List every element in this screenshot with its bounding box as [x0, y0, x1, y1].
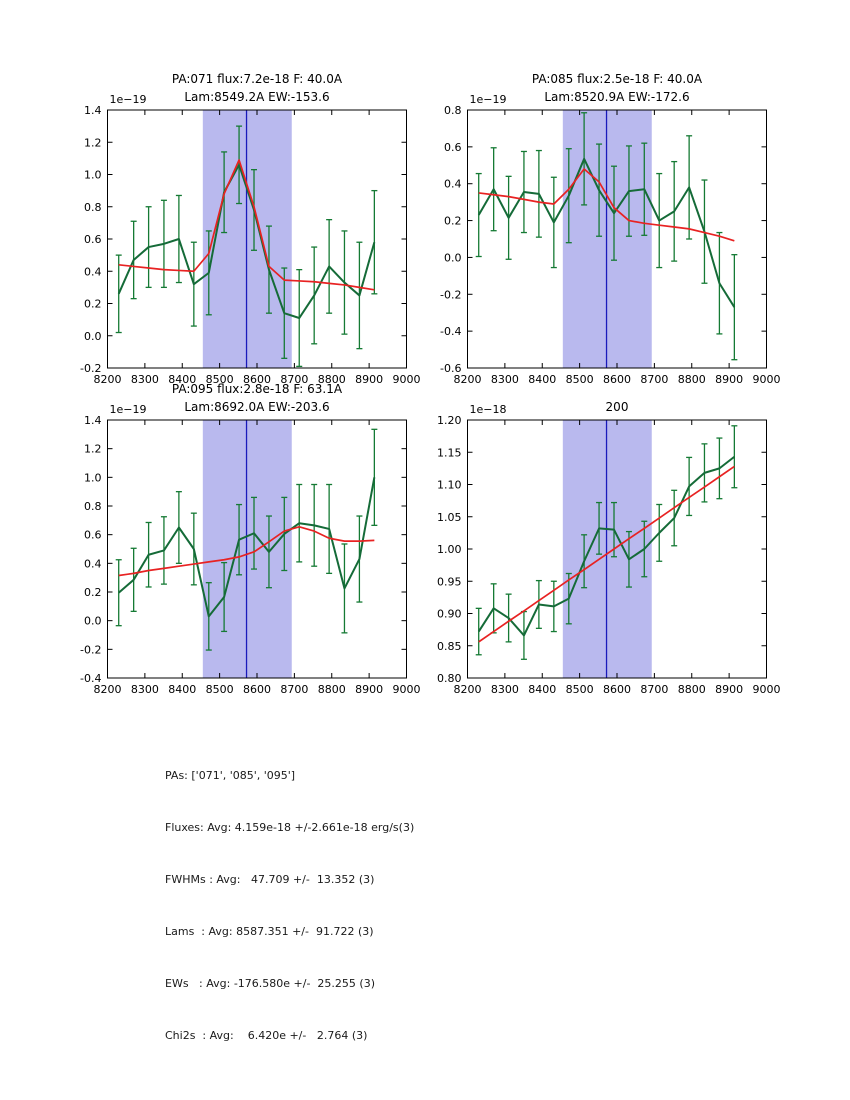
svg-text:1e−18: 1e−18	[470, 403, 507, 416]
svg-text:8400: 8400	[528, 373, 556, 386]
svg-text:1.15: 1.15	[437, 446, 462, 459]
subplot-pa-085-title-line1: PA:085 flux:2.5e-18 F: 40.0A	[531, 72, 703, 86]
summary-ews: EWs : Avg: -176.580e +/- 25.255 (3)	[165, 977, 375, 990]
summary-stats: PAs: ['071', '085', '095'] Fluxes: Avg: …	[165, 741, 414, 1079]
svg-text:0.0: 0.0	[84, 615, 102, 628]
svg-text:1.0: 1.0	[84, 169, 102, 182]
svg-text:0.4: 0.4	[84, 557, 102, 570]
svg-text:8700: 8700	[280, 683, 308, 696]
svg-text:8500: 8500	[206, 683, 234, 696]
svg-text:0.6: 0.6	[84, 529, 102, 542]
svg-text:8900: 8900	[355, 683, 383, 696]
svg-text:9000: 9000	[393, 683, 421, 696]
subplot-pa-071: PA:071 flux:7.2e-18 F: 40.0A Lam:8549.2A…	[60, 68, 420, 408]
plot-canvas-pa-071: 8200 8300 8400 8500 8600 8700 8800 8900 9000 -0.2…	[80, 93, 421, 386]
svg-text:8500: 8500	[566, 683, 594, 696]
subplot-pa-095-title-line1: PA:095 flux:2.8e-18 F: 63.1A	[171, 382, 343, 396]
svg-text:-0.2: -0.2	[80, 643, 101, 656]
svg-text:0.8: 0.8	[84, 201, 102, 214]
svg-text:8400: 8400	[528, 683, 556, 696]
svg-text:8600: 8600	[243, 373, 271, 386]
svg-text:8700: 8700	[640, 683, 668, 696]
svg-text:1.05: 1.05	[437, 511, 462, 524]
subplot-pa-085-title-line2: Lam:8520.9A EW:-172.6	[544, 90, 690, 104]
svg-text:8900: 8900	[715, 683, 743, 696]
svg-text:8300: 8300	[491, 373, 519, 386]
plot-canvas-pa-095: 8200 8300 8400 8500 8600 8700 8800 8900 9000 -0.4…	[80, 403, 421, 696]
svg-text:1.10: 1.10	[437, 479, 462, 492]
svg-text:-0.4: -0.4	[440, 325, 461, 338]
svg-text:8200: 8200	[454, 373, 482, 386]
svg-text:-0.4: -0.4	[80, 672, 101, 685]
svg-text:8300: 8300	[131, 373, 159, 386]
svg-text:8300: 8300	[491, 683, 519, 696]
svg-text:8900: 8900	[355, 373, 383, 386]
svg-text:1.4: 1.4	[84, 104, 102, 117]
svg-text:0.2: 0.2	[84, 298, 102, 311]
svg-text:8600: 8600	[603, 373, 631, 386]
plot-canvas-combined-200: 8200 8300 8400 8500 8600 8700 8800 8900 9000 0.80…	[437, 403, 781, 696]
summary-fwhms: FWHMs : Avg: 47.709 +/- 13.352 (3)	[165, 873, 375, 886]
svg-text:-0.2: -0.2	[80, 362, 101, 375]
subplot-pa-085: PA:085 flux:2.5e-18 F: 40.0A Lam:8520.9A…	[420, 68, 780, 408]
svg-text:0.80: 0.80	[437, 672, 462, 685]
svg-text:8700: 8700	[280, 373, 308, 386]
svg-text:0.4: 0.4	[84, 265, 102, 278]
svg-text:8500: 8500	[206, 373, 234, 386]
summary-chi2s: Chi2s : Avg: 6.420e +/- 2.764 (3)	[165, 1029, 368, 1042]
svg-text:1e−19: 1e−19	[110, 93, 147, 106]
svg-text:0.6: 0.6	[444, 141, 462, 154]
svg-text:9000: 9000	[753, 683, 781, 696]
subplot-combined-200: 200 8200 8300 8400 8500 8600 8700 8800 8900 9000…	[420, 378, 780, 718]
svg-text:8600: 8600	[243, 683, 271, 696]
svg-text:8600: 8600	[603, 683, 631, 696]
summary-fluxes: Fluxes: Avg: 4.159e-18 +/-2.661e-18 erg/…	[165, 821, 415, 834]
svg-text:0.2: 0.2	[444, 215, 462, 228]
svg-text:0.0: 0.0	[84, 330, 102, 343]
svg-text:0.90: 0.90	[437, 608, 462, 621]
subplot-pa-071-title-line1: PA:071 flux:7.2e-18 F: 40.0A	[171, 72, 343, 86]
svg-text:9000: 9000	[393, 373, 421, 386]
svg-text:0.4: 0.4	[444, 178, 462, 191]
svg-text:0.85: 0.85	[437, 640, 462, 653]
svg-text:9000: 9000	[753, 373, 781, 386]
svg-text:8200: 8200	[94, 683, 122, 696]
svg-text:8800: 8800	[318, 373, 346, 386]
svg-text:1.2: 1.2	[84, 443, 102, 456]
svg-text:0.8: 0.8	[444, 104, 462, 117]
svg-text:0.8: 0.8	[84, 500, 102, 513]
svg-text:1.4: 1.4	[84, 414, 102, 427]
svg-text:0.6: 0.6	[84, 233, 102, 246]
plot-canvas-pa-085: 8200 8300 8400 8500 8600 8700 8800 8900 9000 -0.6…	[440, 93, 781, 386]
svg-text:1.0: 1.0	[84, 471, 102, 484]
svg-text:8700: 8700	[640, 373, 668, 386]
svg-text:1e−19: 1e−19	[470, 93, 507, 106]
summary-lams: Lams : Avg: 8587.351 +/- 91.722 (3)	[165, 925, 374, 938]
svg-text:8200: 8200	[454, 683, 482, 696]
subplot-combined-title-line2: 200	[605, 400, 629, 414]
svg-text:8800: 8800	[678, 683, 706, 696]
subplot-pa-071-title-line2: Lam:8549.2A EW:-153.6	[184, 90, 330, 104]
svg-text:-0.6: -0.6	[440, 362, 461, 375]
svg-text:8900: 8900	[715, 373, 743, 386]
svg-text:8400: 8400	[168, 373, 196, 386]
svg-text:1e−19: 1e−19	[110, 403, 147, 416]
subplot-pa-095-title-line2: Lam:8692.0A EW:-203.6	[184, 400, 330, 414]
svg-text:8500: 8500	[566, 373, 594, 386]
svg-text:8800: 8800	[678, 373, 706, 386]
svg-text:1.20: 1.20	[437, 414, 462, 427]
subplot-pa-095: PA:095 flux:2.8e-18 F: 63.1A Lam:8692.0A…	[60, 378, 420, 718]
svg-text:0.0: 0.0	[444, 251, 462, 264]
svg-text:1.00: 1.00	[437, 543, 462, 556]
svg-text:0.2: 0.2	[84, 586, 102, 599]
svg-text:8300: 8300	[131, 683, 159, 696]
svg-text:-0.2: -0.2	[440, 288, 461, 301]
svg-text:8800: 8800	[318, 683, 346, 696]
svg-text:8200: 8200	[94, 373, 122, 386]
summary-pas: PAs: ['071', '085', '095']	[165, 769, 296, 782]
svg-text:1.2: 1.2	[84, 136, 102, 149]
svg-text:0.95: 0.95	[437, 575, 462, 588]
svg-text:8400: 8400	[168, 683, 196, 696]
